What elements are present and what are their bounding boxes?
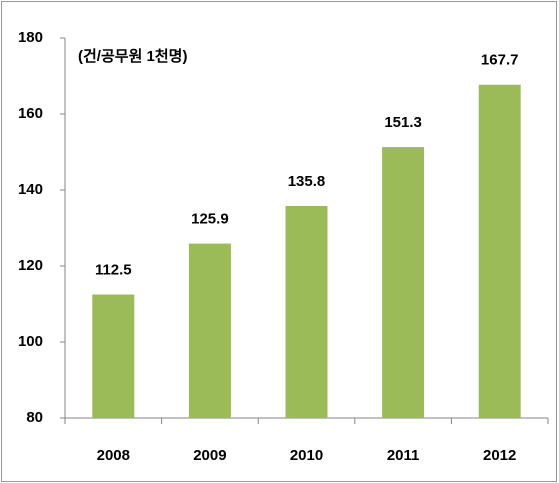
y-tick-label: 180	[18, 29, 43, 46]
bar	[285, 205, 328, 418]
x-tick-label: 2011	[387, 447, 420, 464]
x-tick-label: 2009	[193, 447, 226, 464]
y-tick-label: 140	[18, 181, 43, 198]
value-label: 135.8	[288, 173, 326, 190]
value-label: 167.7	[481, 52, 519, 69]
x-tick-label: 2012	[483, 447, 516, 464]
y-tick-label: 100	[18, 333, 43, 350]
value-label: 125.9	[191, 211, 229, 228]
bar	[188, 243, 231, 418]
bar	[478, 84, 521, 419]
y-axis-unit: (건/공무원 1천명)	[78, 47, 187, 65]
y-tick-label: 120	[18, 257, 43, 274]
x-tick-label: 2010	[290, 447, 323, 464]
y-tick-label: 80	[26, 409, 43, 426]
value-label: 151.3	[384, 114, 422, 131]
y-tick-label: 160	[18, 105, 43, 122]
value-label: 112.5	[95, 261, 132, 278]
x-tick-label: 2008	[97, 447, 130, 464]
bar	[382, 147, 425, 418]
bar	[92, 294, 135, 418]
